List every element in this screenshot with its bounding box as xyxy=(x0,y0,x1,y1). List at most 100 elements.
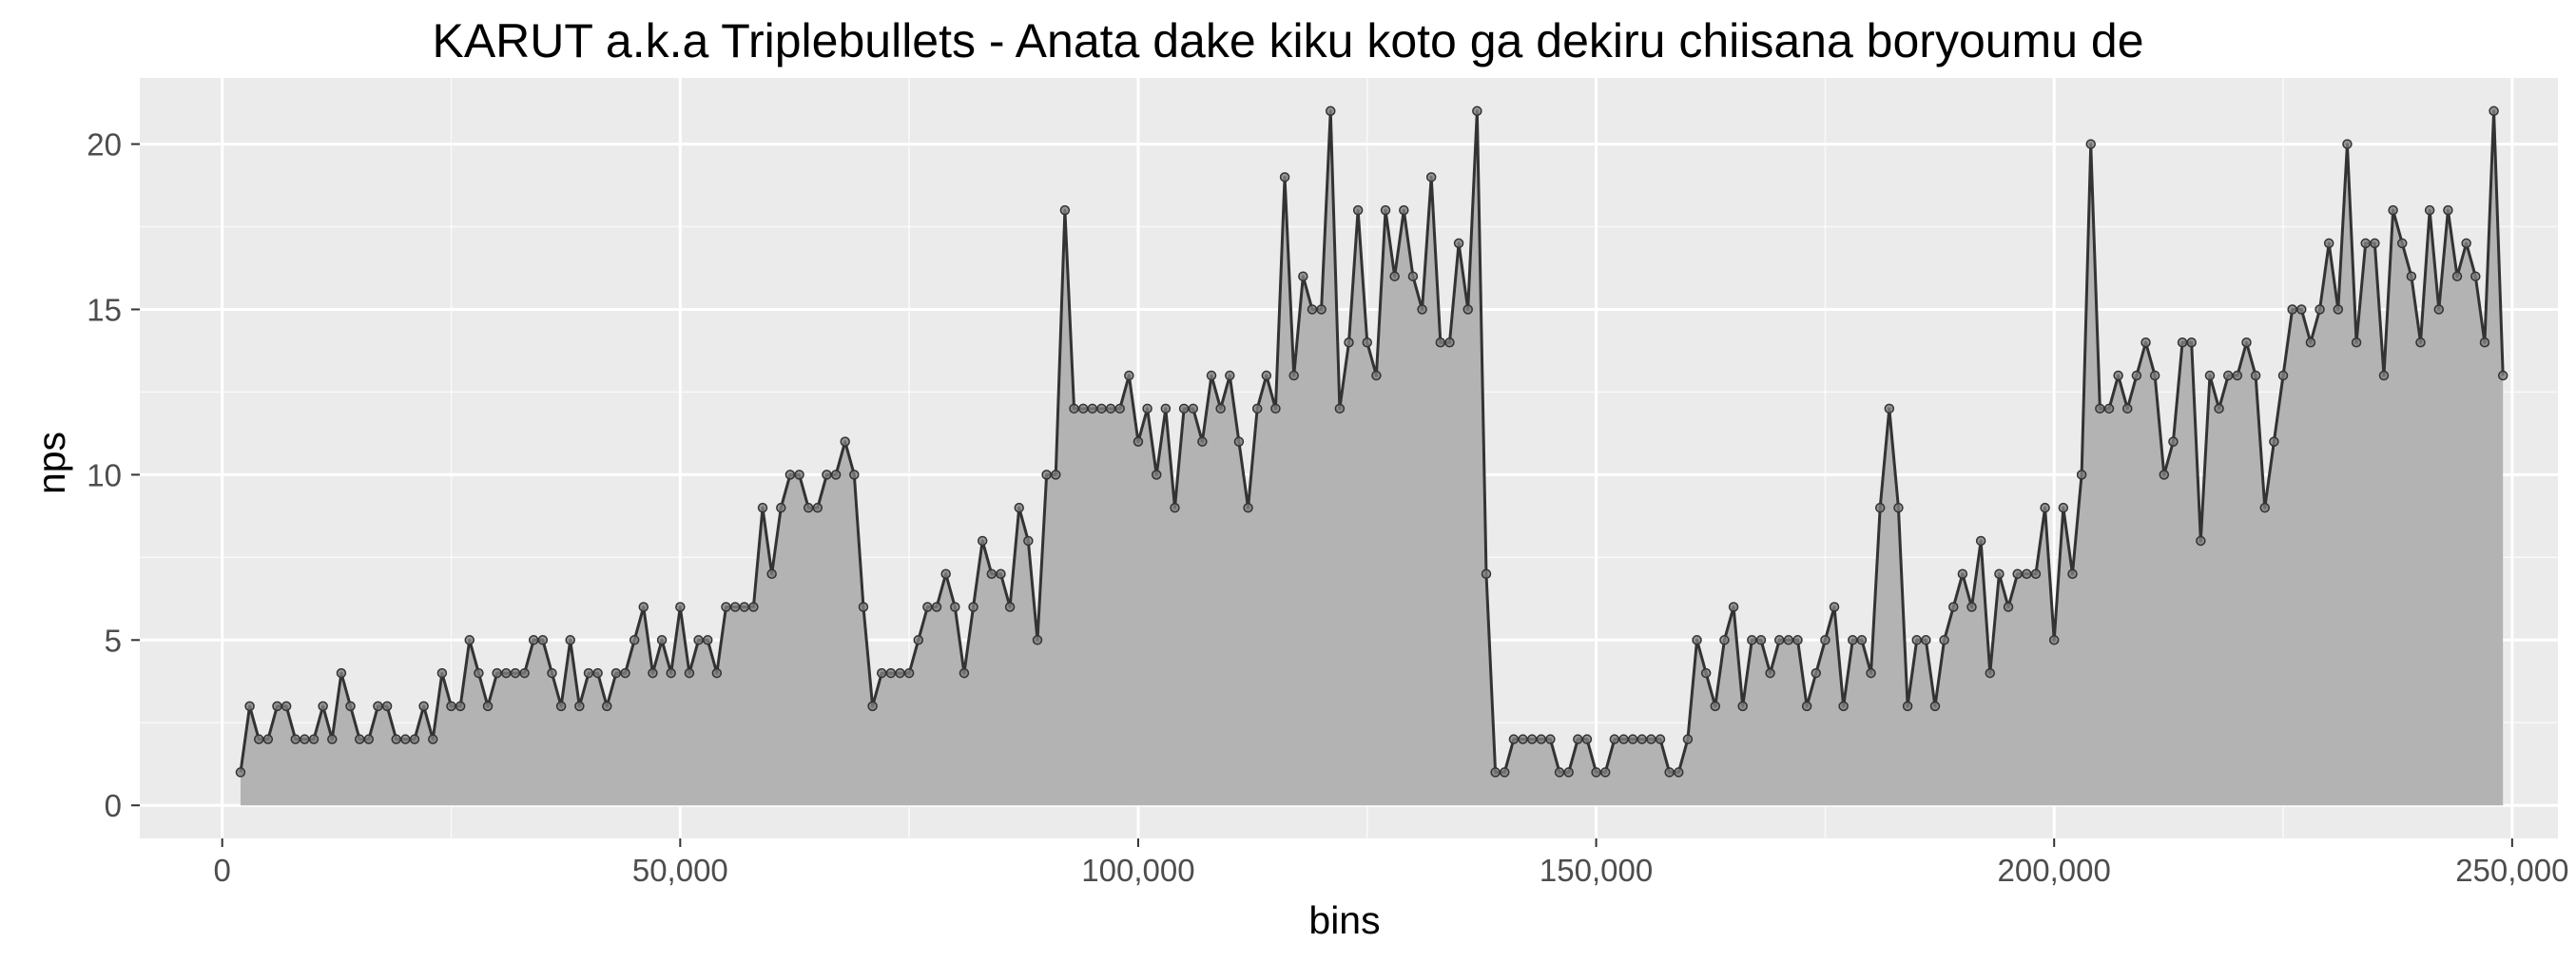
data-point xyxy=(1884,403,1895,414)
data-point xyxy=(986,568,997,579)
data-point xyxy=(1773,635,1785,645)
data-point xyxy=(446,701,456,712)
data-point xyxy=(2287,304,2297,315)
data-point xyxy=(1939,635,1949,645)
data-point xyxy=(2388,204,2398,216)
data-point xyxy=(2241,337,2252,348)
data-point xyxy=(2360,238,2371,249)
data-point xyxy=(2497,370,2508,381)
data-point xyxy=(2277,370,2289,381)
data-point xyxy=(2461,238,2471,249)
data-point xyxy=(959,667,970,679)
data-point xyxy=(1921,635,1931,645)
data-point xyxy=(2489,106,2499,117)
data-point xyxy=(2076,470,2087,480)
data-point xyxy=(1114,403,1125,414)
data-point xyxy=(840,436,850,447)
data-point xyxy=(1563,767,1574,778)
data-point xyxy=(1545,734,1556,744)
data-point xyxy=(1682,734,1694,744)
data-point xyxy=(1801,701,1812,712)
data-point xyxy=(1848,635,1858,645)
data-point xyxy=(1811,667,1822,679)
data-point xyxy=(391,734,401,744)
data-point xyxy=(757,502,768,513)
x-axis-title: bins xyxy=(1308,898,1380,942)
data-point xyxy=(1573,734,1583,744)
data-point xyxy=(1279,172,1290,183)
data-point xyxy=(1490,767,1501,778)
data-point xyxy=(2232,370,2243,381)
data-point xyxy=(1747,635,1757,645)
data-point xyxy=(968,602,978,612)
data-point xyxy=(1233,436,1245,447)
data-point xyxy=(2443,204,2453,216)
data-point xyxy=(1591,767,1601,778)
x-tick-label: 0 xyxy=(214,853,231,888)
data-point xyxy=(2040,502,2050,513)
data-point xyxy=(721,602,731,612)
data-point xyxy=(922,602,933,612)
data-point xyxy=(474,667,484,679)
data-point xyxy=(1407,271,1419,281)
data-point xyxy=(784,470,796,480)
data-point xyxy=(547,667,557,679)
data-point xyxy=(1151,470,1162,480)
data-point xyxy=(739,602,749,612)
y-tick-label: 15 xyxy=(87,292,122,327)
data-point xyxy=(1188,403,1198,414)
data-point xyxy=(693,635,704,645)
data-point xyxy=(2085,139,2096,149)
data-point xyxy=(418,701,429,712)
data-point xyxy=(1298,271,1308,281)
data-point xyxy=(1975,535,1986,547)
y-tick-label: 0 xyxy=(105,788,122,823)
data-point xyxy=(1362,337,1373,348)
data-point xyxy=(519,667,530,679)
nps-data-points xyxy=(235,106,2508,778)
data-point xyxy=(492,667,502,679)
data-point xyxy=(1994,568,2005,579)
data-point xyxy=(2159,470,2170,480)
data-point xyxy=(913,635,924,645)
data-point xyxy=(1829,602,1840,612)
y-axis-ticks: 0 5 10 15 20 xyxy=(87,127,140,823)
data-point xyxy=(2003,602,2014,612)
data-point xyxy=(2122,403,2133,414)
data-point xyxy=(1251,403,1263,414)
data-point xyxy=(1719,635,1730,645)
data-point xyxy=(2424,204,2435,216)
data-point xyxy=(1462,304,1473,315)
data-point xyxy=(1948,602,1959,612)
data-point xyxy=(1435,337,1446,348)
data-point xyxy=(1728,602,1739,612)
data-point xyxy=(1599,767,1611,778)
data-point xyxy=(1215,403,1226,414)
y-tick-label: 5 xyxy=(105,623,122,658)
data-point xyxy=(1792,635,1803,645)
data-point xyxy=(537,635,549,645)
data-point xyxy=(2149,370,2160,381)
data-point xyxy=(2269,436,2279,447)
data-point xyxy=(2067,568,2078,579)
data-point xyxy=(455,701,466,712)
data-point xyxy=(1737,701,1748,712)
data-point xyxy=(373,701,383,712)
data-point xyxy=(1170,502,1180,513)
data-point xyxy=(2315,304,2325,315)
data-point xyxy=(327,734,338,744)
data-point xyxy=(510,667,521,679)
data-point xyxy=(2186,337,2197,348)
data-point xyxy=(464,635,475,645)
data-point xyxy=(1087,403,1098,414)
data-point xyxy=(583,667,594,679)
data-point xyxy=(1334,403,1346,414)
data-point xyxy=(290,734,300,744)
data-point xyxy=(2048,635,2060,645)
data-point xyxy=(2030,568,2042,579)
data-point xyxy=(996,568,1006,579)
data-point xyxy=(555,701,567,712)
data-point xyxy=(354,734,365,744)
data-point xyxy=(610,667,622,679)
